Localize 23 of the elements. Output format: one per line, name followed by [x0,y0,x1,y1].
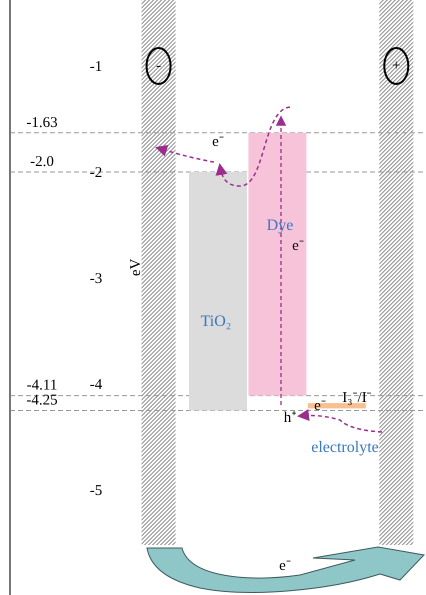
annotation: e⁻ [292,238,304,254]
annotation: e⁻ [314,398,326,414]
ref-line-label: -4.25 [26,392,58,408]
bar [248,132,306,396]
y-axis-title: eV [128,258,144,276]
ref-line-label: -1.63 [26,114,58,131]
annotation: + [392,58,401,74]
annotation: I₃⁻/I⁻ [342,390,372,406]
text: e⁻ [279,558,291,574]
y-tick-label: -1 [90,58,102,75]
annotation: TiO₂ [200,313,232,330]
ref-line-label: -4.11 [26,378,58,394]
bar [189,172,247,410]
annotation: - [156,58,162,74]
ref-line-label: -2.0 [30,154,54,170]
y-tick-label: -3 [90,270,102,287]
annotation: h⁺ [284,410,296,426]
y-tick-label: -4 [90,376,103,393]
y-tick-label: -2 [90,164,102,181]
y-tick-label: -5 [90,482,102,499]
annotation: Dye [266,217,294,234]
annotation: e⁻ [212,134,224,150]
annotation: electrolyte [311,439,379,456]
